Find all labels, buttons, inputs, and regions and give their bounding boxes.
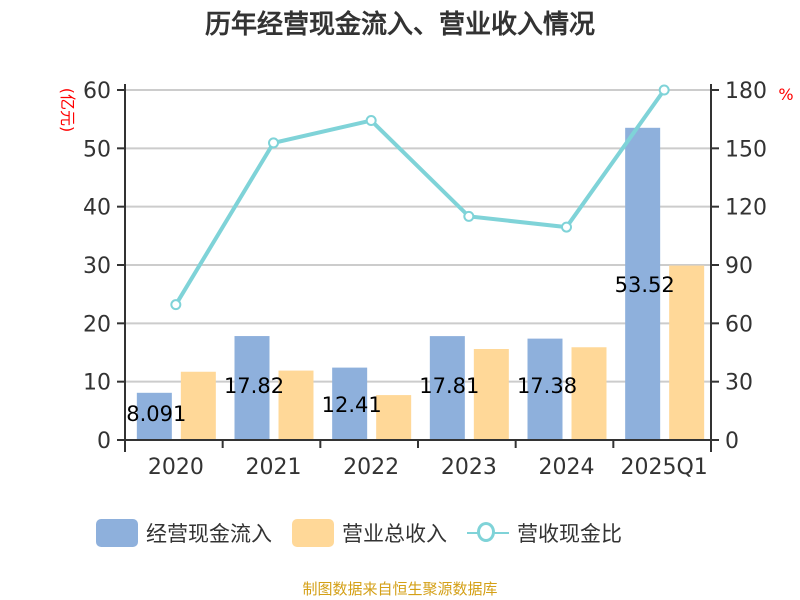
bar-cash-inflow (332, 367, 368, 440)
bar-value-label: 8.091 (126, 402, 186, 426)
ratio-point-marker (268, 137, 279, 149)
bar-cash-inflow (429, 336, 465, 440)
legend-label-revenue: 营业总收入 (342, 522, 447, 546)
left-tick-label: 10 (83, 371, 111, 396)
legend-item-revenue[interactable]: 营业总收入 (292, 518, 447, 548)
bar-revenue (180, 371, 216, 440)
left-tick-label: 30 (83, 254, 111, 279)
bar-revenue (571, 347, 607, 440)
legend-label-ratio: 营收现金比 (517, 522, 622, 546)
bar-cash-inflow (136, 392, 172, 440)
x-tick-label: 2023 (441, 455, 497, 480)
line-marker-icon (467, 519, 509, 547)
right-tick-label: 120 (725, 196, 767, 221)
ratio-point-marker (365, 115, 377, 127)
bar-cash-inflow (234, 336, 270, 440)
ratio-point-marker (561, 221, 572, 233)
bar-revenue (278, 370, 314, 440)
swatch-cash-inflow-icon (96, 519, 138, 547)
bar-value-label: 17.82 (224, 374, 284, 398)
right-tick-label: 150 (725, 137, 767, 162)
x-tick-label: 2021 (246, 455, 302, 480)
chart-title: 历年经营现金流入、营业收入情况 (204, 10, 595, 40)
left-axis-unit: (亿元) (58, 88, 77, 133)
ratio-point-marker (658, 84, 670, 96)
right-tick-label: 30 (725, 371, 753, 396)
source-note: 制图数据来自恒生聚源数据库 (302, 580, 498, 598)
ratio-line (174, 88, 666, 306)
left-tick-label: 60 (83, 79, 111, 104)
left-tick-label: 0 (97, 429, 111, 454)
ratio-point-marker (463, 210, 475, 222)
bar-value-label: 53.52 (615, 273, 675, 297)
x-tick-label: 2024 (539, 455, 595, 480)
right-tick-label: 60 (725, 312, 753, 337)
left-tick-label: 50 (83, 137, 111, 162)
legend-label-cash-inflow: 经营现金流入 (146, 522, 272, 546)
bar-cash-inflow (527, 338, 563, 440)
bar-cash-inflow (625, 127, 661, 441)
right-tick-label: 180 (725, 79, 767, 104)
bar-value-label: 12.41 (322, 393, 382, 417)
legend-item-ratio[interactable]: 营收现金比 (467, 518, 622, 548)
right-tick-label: 0 (725, 429, 739, 454)
bar-revenue (473, 349, 509, 440)
bar-revenue (376, 395, 412, 440)
ratio-point-marker (170, 299, 182, 311)
swatch-revenue-icon (292, 519, 334, 547)
left-tick-label: 40 (83, 196, 111, 221)
bar-value-label: 17.38 (517, 374, 577, 398)
legend-item-cash-inflow[interactable]: 经营现金流入 (96, 518, 272, 548)
legend: 经营现金流入 营业总收入 营收现金比 (96, 518, 642, 548)
right-axis-unit: % (778, 85, 793, 104)
x-tick-label: 2025Q1 (621, 455, 708, 480)
bar-value-label: 17.81 (419, 374, 479, 398)
x-tick-label: 2020 (148, 455, 204, 480)
right-tick-label: 90 (725, 254, 753, 279)
left-tick-label: 20 (83, 312, 111, 337)
bar-revenue (669, 265, 705, 440)
x-tick-label: 2022 (343, 455, 399, 480)
